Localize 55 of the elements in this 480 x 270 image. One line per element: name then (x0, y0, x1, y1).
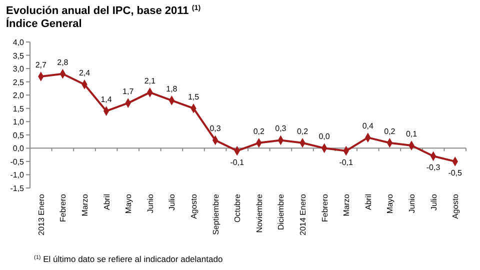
x-tick-label: Septiembre (211, 193, 220, 235)
data-label: 0,2 (296, 126, 309, 136)
x-tick-label: Mayo (386, 193, 395, 214)
data-label: 2,8 (57, 58, 69, 67)
x-tick-label: Mayo (124, 193, 134, 214)
data-label: 0,1 (406, 130, 418, 139)
data-label: 0,2 (253, 126, 266, 136)
x-tick-label: Febrero (58, 193, 68, 222)
text: $^{(1)}$ El último dato se refiere al indicador adelantado (34, 254, 223, 264)
x-tick-label: Julio (429, 193, 438, 210)
x-tick-label: Julio (168, 193, 177, 210)
x-tick-label: Febrero (320, 193, 330, 222)
data-label: -0,3 (426, 163, 441, 172)
x-tick-label: Agosto (451, 193, 460, 219)
data-label: 0,0 (318, 132, 330, 142)
y-tick-label: 3,0 (12, 64, 25, 74)
y-tick-label: 1,0 (12, 118, 25, 127)
x-tick-label: Junio (146, 193, 155, 214)
x-tick-label: Octubre (233, 193, 242, 222)
y-tick-label: 0,0 (12, 144, 25, 154)
data-label: 0,4 (362, 122, 374, 131)
data-label: -0,1 (230, 158, 245, 167)
x-tick-label: 2013 Enero (36, 193, 46, 236)
data-label: 0,2 (384, 126, 396, 136)
x-tick-label: Abril (364, 194, 373, 210)
x-tick-label: Abril (102, 194, 112, 210)
y-tick-label: 2,0 (12, 91, 25, 100)
y-tick-label: 4,0 (12, 38, 25, 47)
x-tick-label: Diciembre (276, 193, 286, 230)
y-tick-label: 3,5 (12, 51, 25, 60)
y-tick-label: -1,0 (10, 170, 25, 180)
chart-subtitle: Índice General (6, 17, 82, 30)
x-tick-label: Agosto (190, 193, 198, 219)
y-tick-label: 1,5 (12, 104, 25, 114)
data-label: 0,3 (275, 124, 287, 134)
x-tick-label: Noviembre (254, 193, 264, 233)
data-label: 2,7 (35, 60, 48, 70)
chart-title: Evolución anual del IPC, base 2011 $^{(1)}$ (6, 4, 202, 17)
x-tick-label: Junio (408, 193, 416, 214)
x-tick-label: 2014 Enero (298, 193, 308, 236)
data-label: 1,7 (122, 87, 134, 96)
y-tick-label: -1,5 (10, 184, 25, 193)
data-label: 1,5 (188, 92, 200, 102)
data-label: 1,4 (100, 95, 112, 104)
data-label: 2,1 (144, 76, 156, 86)
data-label: 0,3 (210, 124, 222, 134)
data-label: -0,1 (339, 158, 354, 167)
data-label: 1,8 (166, 84, 178, 94)
data-label: -0,5 (448, 168, 463, 178)
x-tick-label: Marzo (342, 193, 352, 216)
data-label: 2,4 (78, 68, 91, 78)
y-tick-label: 2,5 (12, 78, 25, 87)
y-tick-label: 0,5 (12, 130, 25, 140)
y-tick-label: -0,5 (10, 157, 25, 166)
x-tick-label: Marzo (80, 193, 90, 216)
